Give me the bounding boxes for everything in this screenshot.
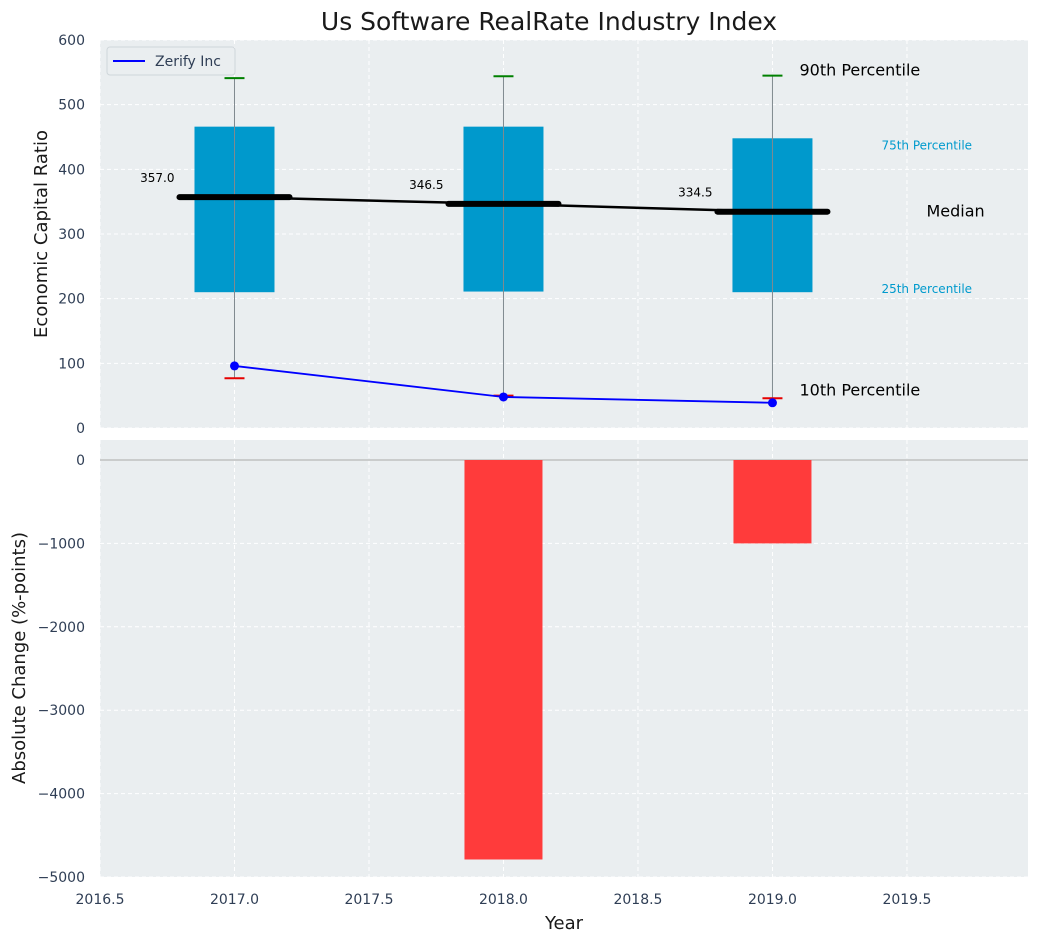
median-value-label: 346.5 xyxy=(409,178,443,192)
x-tick-label: 2018.0 xyxy=(479,892,528,908)
median-value-label: 357.0 xyxy=(140,171,174,185)
p10-annotation: 10th Percentile xyxy=(799,380,920,399)
bottom-y-axis-label: Absolute Change (%-points) xyxy=(9,532,30,784)
x-tick-labels: 2016.5 2017.0 2017.5 2018.0 2018.5 2019.0 2019… xyxy=(76,892,932,908)
p75-annotation: 75th Percentile xyxy=(881,138,972,152)
series-point xyxy=(229,361,239,371)
median-annotation: Median xyxy=(926,202,984,221)
bottom-y-tick-label: −5000 xyxy=(38,870,85,886)
x-tick-label: 2018.5 xyxy=(613,892,662,908)
bottom-plot-background xyxy=(100,440,1028,877)
box-2019: 334.5 xyxy=(678,74,831,400)
bottom-y-tick-label: 0 xyxy=(76,453,85,469)
top-panel: 0 100 200 300 400 500 600 357.0 346.5 334.5 90th… xyxy=(31,33,1028,437)
legend: Zerify Inc xyxy=(106,46,236,76)
legend-label: Zerify Inc xyxy=(155,54,221,70)
legend-box xyxy=(106,46,236,76)
top-y-tick-label: 400 xyxy=(58,162,85,178)
p90-annotation: 90th Percentile xyxy=(799,61,920,80)
top-y-tick-label: 300 xyxy=(58,227,85,243)
bar-2019 xyxy=(733,460,812,544)
series-layer xyxy=(229,195,777,408)
top-y-axis-label: Economic Capital Ratio xyxy=(31,130,52,338)
bottom-y-tick-label: −1000 xyxy=(38,536,85,552)
p25-annotation: 25th Percentile xyxy=(881,282,972,296)
median-value-label: 334.5 xyxy=(678,186,712,200)
x-tick-label: 2016.5 xyxy=(76,892,125,908)
bottom-y-tick-label: −4000 xyxy=(38,787,85,803)
x-tick-label: 2017.5 xyxy=(344,892,393,908)
x-tick-label: 2017.0 xyxy=(210,892,259,908)
median-trend-line xyxy=(234,195,773,213)
top-y-tick-label: 0 xyxy=(76,421,85,437)
top-y-tick-labels: 0 100 200 300 400 500 600 xyxy=(58,33,85,437)
percentile-annotations: 90th Percentile 75th Percentile Median 25th… xyxy=(799,61,984,400)
box-plots: 357.0 346.5 334.5 xyxy=(140,74,831,400)
top-y-tick-label: 500 xyxy=(58,98,85,114)
top-y-tick-label: 600 xyxy=(58,33,85,49)
bottom-panel: 0−1000−2000−3000−4000−5000 2016.5 2017.0 2… xyxy=(9,440,1028,934)
bottom-y-tick-labels: 0 −1000 −2000 −3000 −4000 −5000 xyxy=(38,453,85,886)
x-axis-label: Year xyxy=(544,913,584,934)
x-tick-label: 2019.5 xyxy=(882,892,931,908)
bottom-y-tick-label: −2000 xyxy=(38,620,85,636)
series-point xyxy=(498,392,508,402)
bottom-y-tick-label: −3000 xyxy=(38,703,85,719)
bar-2018 xyxy=(464,460,543,860)
chart-title: Us Software RealRate Industry Index xyxy=(321,7,777,36)
top-y-tick-label: 200 xyxy=(58,292,85,308)
top-y-tick-label: 100 xyxy=(58,356,85,372)
series-point xyxy=(767,398,777,408)
bars xyxy=(464,460,812,860)
x-tick-label: 2019.0 xyxy=(748,892,797,908)
